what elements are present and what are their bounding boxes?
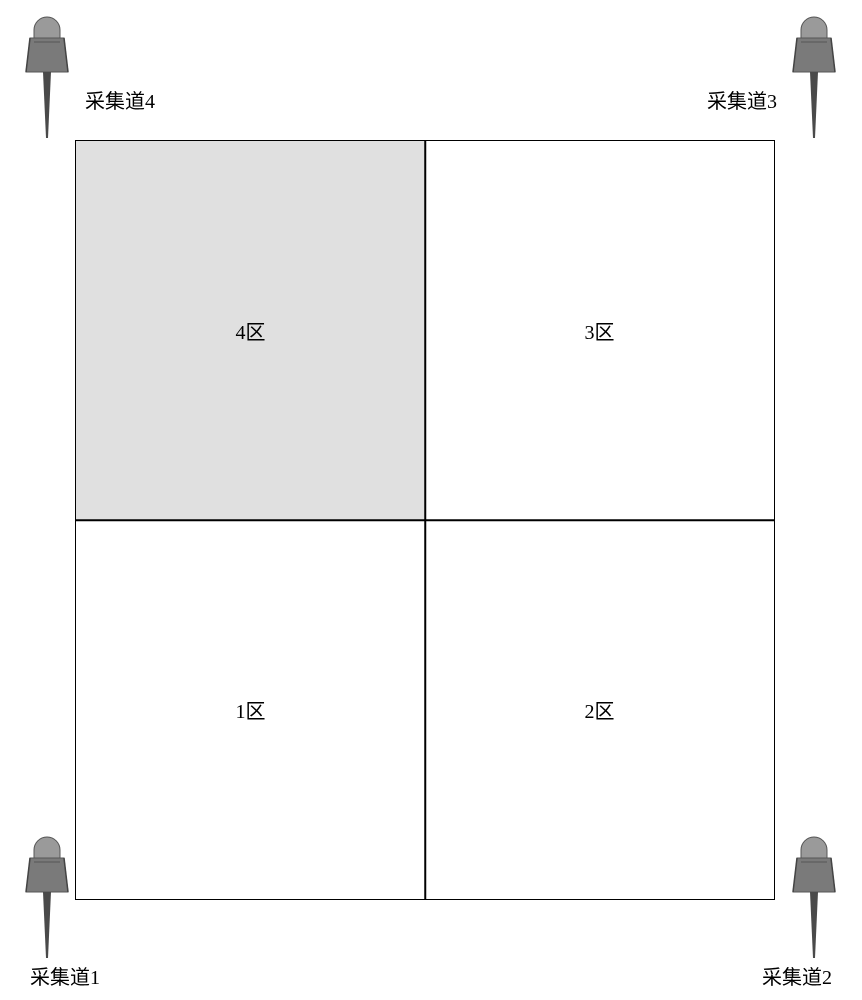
sensor-4 [20, 10, 75, 140]
quadrant-3-label: 3区 [585, 316, 615, 345]
quadrant-4-label: 4区 [236, 316, 266, 345]
sensor-icon [787, 10, 842, 140]
sensor-1 [20, 830, 75, 960]
sensor-grid: 4区 3区 1区 2区 [75, 140, 775, 900]
sensor-2-label: 采集道2 [762, 961, 832, 990]
quadrant-4: 4区 [76, 141, 425, 520]
sensor-2 [787, 830, 842, 960]
sensor-icon [787, 830, 842, 960]
sensor-icon [20, 830, 75, 960]
diagram-container: 4区 3区 1区 2区 采集道4 [0, 0, 862, 1000]
quadrant-2-label: 2区 [585, 695, 615, 724]
sensor-3-label: 采集道3 [707, 85, 777, 114]
quadrant-1-label: 1区 [236, 695, 266, 724]
quadrant-1: 1区 [76, 520, 425, 899]
sensor-1-label: 采集道1 [30, 961, 100, 990]
sensor-icon [20, 10, 75, 140]
quadrant-2: 2区 [425, 520, 774, 899]
grid-horizontal-divider [76, 519, 774, 521]
quadrant-3: 3区 [425, 141, 774, 520]
sensor-4-label: 采集道4 [85, 85, 155, 114]
sensor-3 [787, 10, 842, 140]
